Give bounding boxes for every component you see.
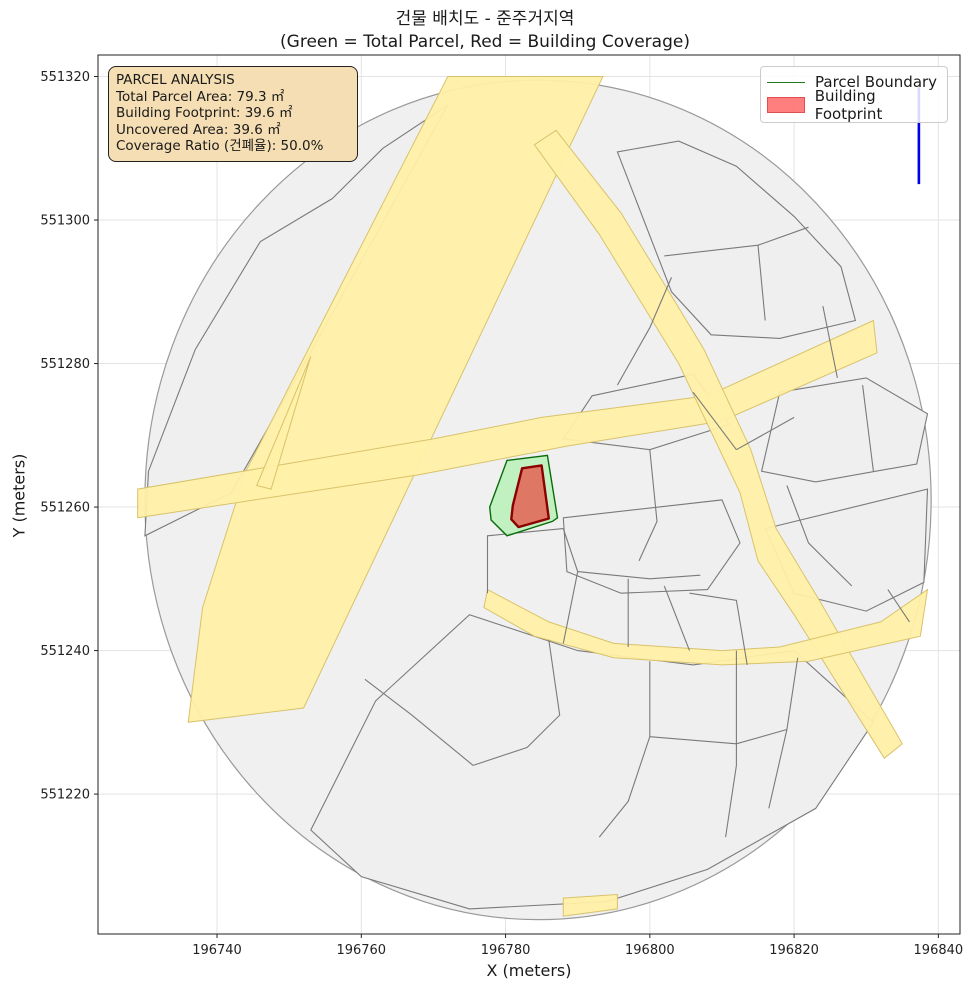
x-tick-label: 196800 [625,943,675,958]
y-tick-label: 551280 [40,357,90,372]
road-zone [562,893,618,917]
road-zone [256,356,312,490]
road-zone [533,129,903,759]
y-tick-label: 551320 [40,70,90,85]
building-footprint-area: Building Footprint: 39.6 ㎡ [116,105,293,121]
lot-line [689,592,748,665]
x-tick-label: 196820 [769,943,819,958]
road-zone [137,319,878,519]
chart-title: 건물 배치도 - 준주거지역 [395,9,575,29]
lot-line [692,391,737,451]
lot-line [649,728,788,745]
lot-line [736,416,795,451]
building-patch-swatch [767,97,805,113]
uncovered-area: Uncovered Area: 39.6 ㎡ [116,121,281,138]
x-tick-label: 196780 [481,943,531,958]
lot-line [887,589,910,623]
x-axis-label: X (meters) [486,961,572,980]
city-block [144,104,449,537]
parcel-analysis-box: PARCEL ANALYSIS Total Parcel Area: 79.3 … [108,66,358,162]
chart-subtitle: (Green = Total Parcel, Red = Building Co… [280,32,690,52]
lot-line [786,485,853,587]
total-parcel-area: Total Parcel Area: 79.3 ㎡ [116,88,285,105]
building-footprint-polygon [510,464,550,529]
road-zone [483,588,929,666]
parcel-line-swatch [767,81,805,83]
legend-item-building: Building Footprint [767,87,947,123]
lot-line [757,245,766,321]
lot-line [725,650,737,838]
lot-line [472,639,561,766]
lot-line [562,528,701,580]
y-tick-label: 551300 [40,214,90,229]
coverage-ratio: Coverage Ratio (건폐율): 50.0% [116,138,324,154]
lot-line [663,585,691,651]
x-tick-label: 196840 [914,943,964,958]
city-block [562,499,741,594]
legend-label-parcel: Parcel Boundary [815,73,938,91]
y-tick-label: 551240 [40,644,90,659]
city-block [760,377,929,483]
lot-line [862,385,874,472]
y-axis-label: Y (meters) [9,453,29,538]
lot-line [598,661,651,838]
lot-line [616,277,673,386]
lot-line [638,449,658,562]
plot-frame [97,54,961,935]
lot-line [822,305,838,379]
legend-item-parcel: Parcel Boundary [767,72,937,92]
city-block [616,140,857,339]
lot-line [364,678,474,766]
legend-label-building: Building Footprint [814,87,883,123]
lot-line [486,528,564,594]
x-tick-label: 196740 [192,943,242,958]
x-tick-label: 196760 [336,943,386,958]
legend: Parcel Boundary Building Footprint [760,66,948,123]
analysis-heading: PARCEL ANALYSIS [116,72,235,88]
y-tick-label: 551220 [40,788,90,803]
lot-line [562,571,579,644]
y-tick-label: 551260 [40,501,90,516]
